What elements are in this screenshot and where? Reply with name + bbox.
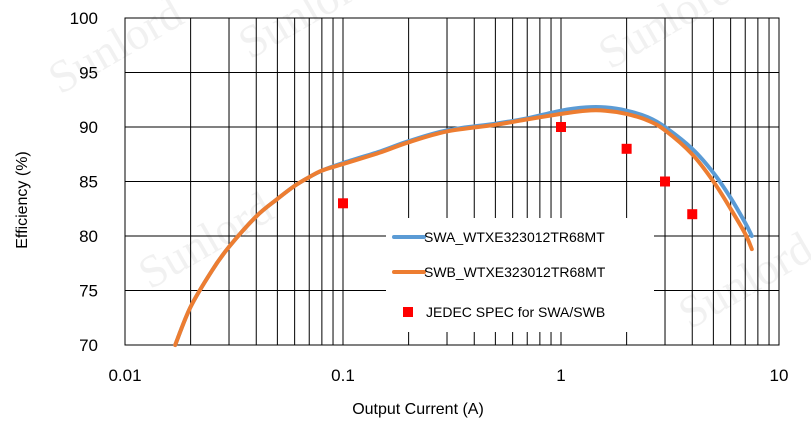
plot-area-frame <box>124 17 780 346</box>
x-tick-label: 10 <box>770 366 789 385</box>
legend-label: SWA_WTXE323012TR68MT <box>424 229 605 245</box>
y-tick-label: 100 <box>70 9 98 28</box>
legend: SWA_WTXE323012TR68MT SWB_WTXE323012TR68MT… <box>386 218 654 332</box>
jedec-spec-point <box>621 143 632 154</box>
x-tick-label: 1 <box>556 366 565 385</box>
x-axis-tick-labels: 0.01 0.1 1 10 <box>108 366 788 385</box>
legend-label: SWB_WTXE323012TR68MT <box>424 264 606 280</box>
y-tick-label: 95 <box>79 64 98 83</box>
watermark-text: Sunlord <box>670 222 811 339</box>
y-axis-tick-labels: 70 75 80 85 90 95 100 <box>70 9 98 355</box>
jedec-spec-point <box>660 176 671 187</box>
x-tick-label: 0.1 <box>331 366 355 385</box>
y-tick-label: 85 <box>79 173 98 192</box>
series-layer <box>173 104 754 347</box>
legend-swatch-marker <box>403 307 413 317</box>
jedec-spec-point <box>556 122 566 132</box>
y-tick-label: 90 <box>79 118 98 137</box>
series-line-2 <box>173 108 754 347</box>
watermark-text: Sunlord <box>40 0 192 104</box>
y-tick-label: 70 <box>79 336 98 355</box>
y-axis-title: Efficiency (%) <box>14 151 31 249</box>
jedec-spec-point <box>687 209 698 220</box>
legend-background <box>386 218 654 332</box>
watermark-text: Sunlord <box>230 0 382 69</box>
legend-label: JEDEC SPEC for SWA/SWB <box>426 304 605 320</box>
x-tick-label: 0.01 <box>108 366 141 385</box>
y-tick-label: 75 <box>79 282 98 301</box>
jedec-spec-point <box>338 198 348 209</box>
x-axis-title: Output Current (A) <box>352 401 484 418</box>
y-tick-label: 80 <box>79 227 98 246</box>
